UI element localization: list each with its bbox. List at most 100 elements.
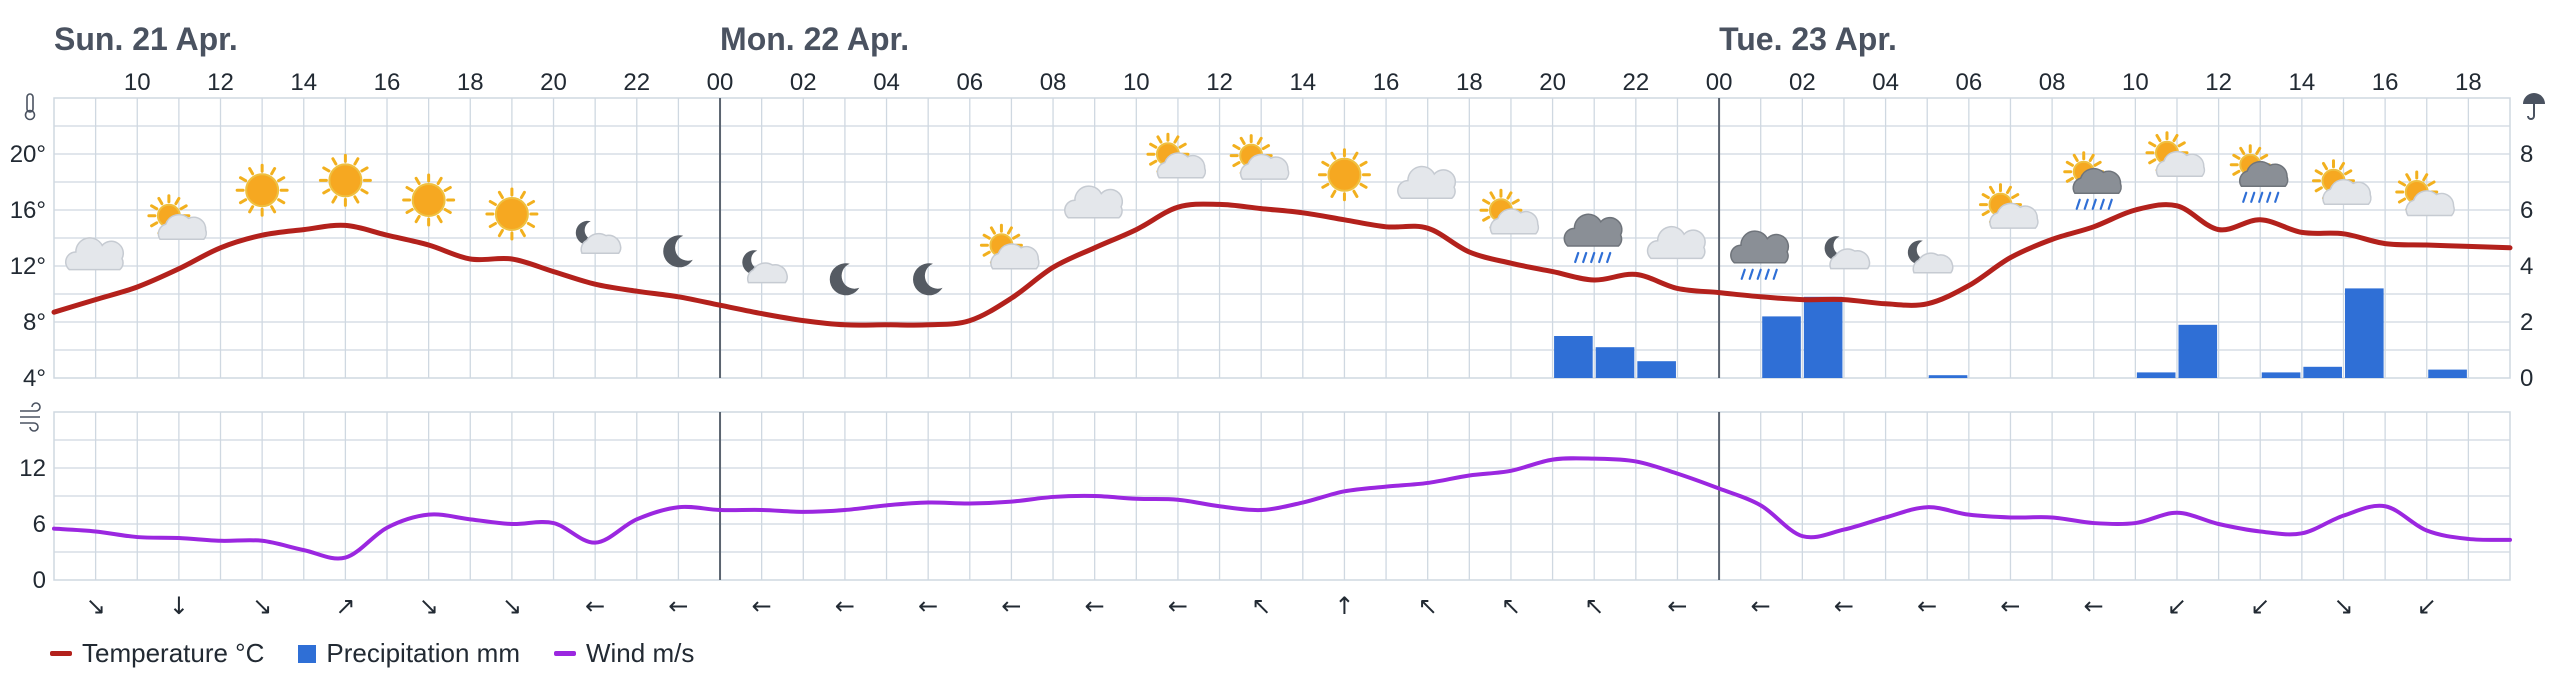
moon-cloud-icon: [742, 250, 788, 284]
hour-tick-label: 06: [956, 69, 983, 96]
hour-tick-label: 00: [707, 69, 734, 96]
hour-tick-label: 14: [1289, 69, 1316, 96]
sun-cloud-icon: [147, 194, 208, 241]
legend-item-precipitation: Precipitation mm: [298, 638, 520, 669]
legend-swatch-precipitation: [298, 644, 317, 663]
sun-cloud-icon: [1146, 132, 1207, 179]
wind-direction-arrow: ←: [835, 592, 855, 620]
precipitation-ytick: 0: [2520, 365, 2533, 392]
moon-cloud-icon: [1907, 240, 1954, 274]
legend-item-wind: Wind m/s: [553, 638, 695, 669]
precipitation-bar: [2303, 366, 2342, 378]
hour-tick-label: 06: [1955, 69, 1982, 96]
wind-panel-grid: [53, 411, 2511, 581]
wind-direction-arrow: ←: [585, 592, 605, 620]
hour-tick-label: 12: [2205, 69, 2232, 96]
wind-direction-arrow: ↙: [2250, 592, 2270, 620]
wind-direction-arrow: ←: [2084, 592, 2104, 620]
wind-series-line: [52, 456, 2512, 561]
temperature-series-line: [51, 201, 2513, 328]
wind-direction-arrow: ←: [1085, 592, 1105, 620]
day-label: Sun. 21 Apr.: [54, 21, 238, 57]
sun-icon: [318, 153, 372, 207]
hour-tick-label: 00: [1706, 69, 1733, 96]
precipitation-ytick: 8: [2520, 141, 2533, 168]
thermometer-icon: [24, 93, 36, 121]
hour-tick-label: 20: [540, 69, 567, 96]
wind-direction-arrow: ↖: [1418, 592, 1438, 620]
wind-direction-arrow: ↖: [1251, 592, 1271, 620]
cloud-icon: [1064, 185, 1124, 219]
wind-ytick: 6: [33, 511, 46, 538]
temperature-ytick: 20°: [10, 141, 46, 168]
hour-tick-label: 10: [2122, 69, 2149, 96]
wind-direction-arrow: ↙: [2167, 592, 2187, 620]
wind-ytick: 12: [19, 455, 46, 482]
precipitation-bar: [1762, 316, 1801, 378]
hour-tick-label: 16: [1373, 69, 1400, 96]
wind-direction-arrow: ↗: [335, 592, 355, 620]
precipitation-bar: [1595, 347, 1635, 378]
hour-tick-label: 14: [290, 69, 317, 96]
hour-tick-label: 08: [1040, 69, 1067, 96]
temperature-ytick: 4°: [23, 365, 46, 392]
sun-icon: [402, 173, 456, 227]
moon-icon: [829, 263, 860, 296]
precipitation-bar: [2261, 372, 2301, 378]
hour-tick-label: 18: [1456, 69, 1483, 96]
wind-direction-arrow: ↘: [2333, 592, 2353, 620]
wind-icon: [20, 402, 41, 432]
wind-direction-arrow: ↖: [1501, 592, 1521, 620]
wind-direction-arrow: ↙: [2417, 592, 2437, 620]
hour-tick-label: 12: [207, 69, 234, 96]
moon-icon: [663, 235, 693, 268]
chart-legend: Temperature °C Precipitation mm Wind m/s: [50, 638, 694, 669]
sun-cloud-icon: [979, 223, 1040, 270]
sun-cloud-icon: [2145, 131, 2206, 178]
temperature-panel-grid: [53, 97, 2511, 379]
sun-cloud-icon: [1229, 134, 1290, 180]
wind-direction-arrow: ↘: [252, 592, 272, 620]
wind-direction-arrow: ←: [752, 592, 772, 620]
hour-tick-label: 04: [1872, 69, 1899, 96]
hour-tick-label: 04: [873, 69, 900, 96]
precipitation-ytick: 6: [2520, 197, 2533, 224]
legend-label-wind: Wind m/s: [585, 638, 695, 668]
precipitation-ytick: 4: [2520, 253, 2533, 280]
hour-tick-label: 16: [2372, 69, 2399, 96]
wind-direction-arrow: ↘: [86, 592, 106, 620]
wind-direction-arrow: ←: [1834, 592, 1854, 620]
legend-label-temperature: Temperature °C: [82, 638, 265, 668]
day-label: Mon. 22 Apr.: [720, 21, 909, 57]
legend-label-precipitation: Precipitation mm: [326, 638, 520, 668]
wind-ytick: 0: [33, 567, 46, 594]
sun-rain-cloud-icon: [2229, 144, 2289, 203]
wind-direction-arrow: ↓: [169, 592, 189, 620]
cloud-icon: [65, 237, 125, 271]
temperature-ytick: 12°: [10, 253, 46, 280]
sun-icon: [485, 187, 539, 241]
sun-cloud-icon: [2311, 159, 2372, 206]
umbrella-icon: [2523, 93, 2545, 120]
hour-tick-label: 10: [1123, 69, 1150, 96]
rain-cloud-icon: [1563, 213, 1623, 264]
moon-cloud-icon: [575, 220, 622, 254]
hour-tick-label: 18: [457, 69, 484, 96]
wind-direction-arrow: ←: [1667, 592, 1687, 620]
hour-tick-label: 14: [2289, 69, 2316, 96]
hour-tick-label: 22: [623, 69, 650, 96]
sun-rain-cloud-icon: [2063, 151, 2122, 210]
wind-direction-arrow: ←: [918, 592, 938, 620]
sun-cloud-icon: [2395, 170, 2455, 217]
cloud-icon: [1397, 165, 1457, 199]
hour-tick-label: 10: [124, 69, 151, 96]
precipitation-bar: [2178, 324, 2218, 378]
wind-direction-arrow: ←: [1751, 592, 1771, 620]
wind-direction-arrow: ←: [2000, 592, 2020, 620]
sun-icon: [1317, 148, 1371, 202]
precipitation-bar: [2136, 372, 2176, 378]
moon-cloud-icon: [1824, 236, 1871, 270]
precipitation-bar: [1928, 375, 1968, 378]
hour-tick-label: 02: [790, 69, 817, 96]
